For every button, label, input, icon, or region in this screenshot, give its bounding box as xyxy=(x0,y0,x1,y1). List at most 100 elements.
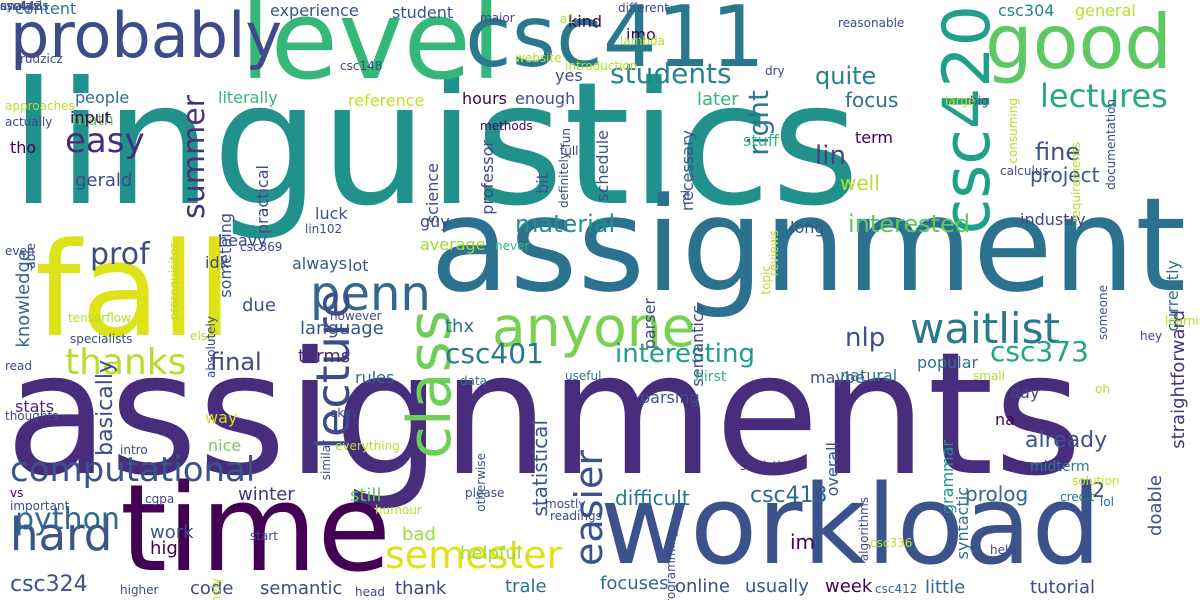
word-easy: easy xyxy=(65,121,145,161)
word-material: material xyxy=(515,210,616,238)
word-help: help xyxy=(990,543,1016,557)
word-csc413: csc413 xyxy=(750,483,828,508)
word-heavy: heavy xyxy=(218,231,267,250)
word-a1: a1 xyxy=(560,12,575,26)
word-learning: learning xyxy=(1165,314,1200,328)
word-definitely: definitely xyxy=(557,152,571,209)
word-natural: natural xyxy=(840,366,898,385)
word-student: student xyxy=(392,3,454,22)
word-imo: imo xyxy=(626,25,656,44)
word-consuming: consuming xyxy=(1006,98,1020,164)
word-lin: lin xyxy=(815,141,846,171)
word-introduction: introduction xyxy=(565,59,638,73)
word-csc324: csc324 xyxy=(10,572,88,597)
word-still: still xyxy=(350,485,382,506)
word-syntax: syntax xyxy=(0,0,41,13)
word-rudzicz: rudzicz xyxy=(20,52,63,66)
word-humour: humour xyxy=(375,503,422,517)
word-full: full xyxy=(560,144,579,158)
word-maybe: maybe xyxy=(810,368,865,387)
word-csc148: csc148 xyxy=(340,59,383,73)
word-actually: actually xyxy=(5,115,53,129)
word-na: na xyxy=(995,410,1015,429)
word-terms: terms xyxy=(298,346,351,367)
word-focuses: focuses xyxy=(600,573,669,594)
word-industry: industry xyxy=(1020,210,1086,229)
word-ml: ml xyxy=(679,190,693,206)
word-online: online xyxy=(675,576,730,597)
word-literally: literally xyxy=(218,88,278,107)
word-lectures: lectures xyxy=(1040,77,1168,115)
word-reasonable: reasonable xyxy=(838,16,905,30)
word-stuff: stuff xyxy=(743,131,779,150)
word-hey: hey xyxy=(1140,329,1163,343)
word-computational: computational xyxy=(10,450,256,490)
word-bit: bit xyxy=(533,173,552,194)
word-intro: intro xyxy=(120,443,148,457)
word-programming: programming xyxy=(664,530,678,600)
word-experience: experience xyxy=(270,1,359,20)
word-methods: methods xyxy=(480,119,533,133)
word-practical: practical xyxy=(253,165,272,235)
word-approaches: approaches xyxy=(5,99,75,113)
word-probably: probably xyxy=(10,0,283,72)
word-project: project xyxy=(1030,163,1100,187)
word-else: else xyxy=(190,329,215,343)
word-popular: popular xyxy=(917,353,979,372)
word-helpful: helpful xyxy=(460,543,522,564)
word-big: big xyxy=(970,94,989,108)
word-time: time xyxy=(120,460,392,599)
word-reference: reference xyxy=(348,91,425,110)
word-python: python xyxy=(15,502,120,537)
word-calculus: calculus xyxy=(1000,164,1049,178)
word-good: good xyxy=(985,0,1172,86)
word-anyone: anyone xyxy=(492,295,696,359)
word-professor: professor xyxy=(478,140,497,215)
word-a2: a2 xyxy=(1080,478,1105,502)
word-nice: nice xyxy=(208,436,242,455)
word-term: term xyxy=(855,128,893,147)
word-csc420: csc420 xyxy=(930,5,1005,235)
word-however: however xyxy=(330,309,382,323)
word-dry: dry xyxy=(765,64,785,78)
word-syntactic: syntactic xyxy=(953,487,972,560)
word-prolog: prolog xyxy=(965,482,1029,506)
word-lol: lol xyxy=(1100,495,1115,509)
word-bad: bad xyxy=(402,524,436,545)
word-work: work xyxy=(150,522,194,543)
word-average: average xyxy=(420,235,486,254)
word-lin102: lin102 xyxy=(305,222,343,236)
word-semantic: semantic xyxy=(260,578,343,599)
word-thx: thx xyxy=(445,316,475,337)
word-week: week xyxy=(825,576,873,597)
word-algorithms: algorithms xyxy=(857,497,871,562)
word-small: small xyxy=(973,369,1005,383)
word-prerequisites: prerequisites xyxy=(167,242,181,321)
word-kind: kind xyxy=(568,12,603,31)
word-focus: focus xyxy=(845,88,899,112)
word-later: later xyxy=(697,89,739,110)
word-important: important xyxy=(10,499,70,513)
word-semester: semester xyxy=(385,533,563,577)
word-able: able xyxy=(24,243,38,269)
word-day: day xyxy=(1010,383,1040,402)
word-reviews: reviews xyxy=(767,230,781,276)
word-always: always xyxy=(292,254,347,273)
word-csc369: csc369 xyxy=(240,240,283,254)
word-never: never xyxy=(495,239,530,253)
word-prof: prof xyxy=(90,237,150,272)
word-language: language xyxy=(300,318,384,339)
word-interested: interested xyxy=(848,210,971,238)
word-major: major xyxy=(480,11,515,25)
word-students: students xyxy=(610,57,732,90)
word-parser: parser xyxy=(640,298,659,350)
word-readings: readings xyxy=(550,509,602,523)
word-people: people xyxy=(75,88,130,107)
word-csc412: csc412 xyxy=(875,582,918,596)
word-assignments: assignments xyxy=(5,316,1083,514)
word-otherwise: otherwise xyxy=(474,453,488,512)
word-tutorial: tutorial xyxy=(1030,577,1095,598)
word-yes: yes xyxy=(555,66,583,85)
word-website: website xyxy=(515,51,562,65)
word-schedule: schedule xyxy=(593,130,612,202)
